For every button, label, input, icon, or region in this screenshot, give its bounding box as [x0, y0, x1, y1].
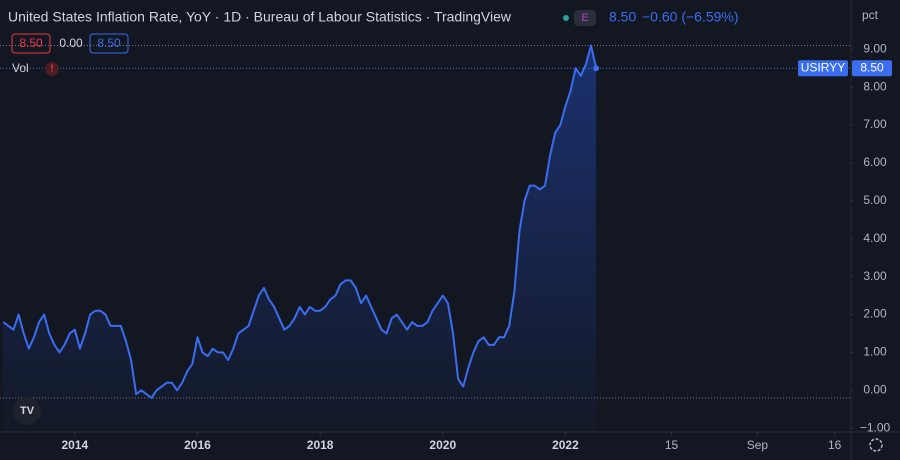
x-tick-label: 2016	[184, 438, 211, 452]
line	[2, 44, 598, 399]
logo[interactable]	[13, 397, 41, 425]
y-tick-label: 4.00	[863, 231, 887, 245]
y-tick-label: 3.00	[863, 269, 887, 283]
value-box	[11, 33, 51, 54]
plot	[0, 44, 850, 432]
status-dot	[563, 15, 569, 21]
y-tick-label: 2.00	[863, 307, 887, 321]
area	[3, 45, 597, 432]
vol-label: Vol	[12, 61, 29, 75]
y-tick-label: −1.00	[860, 420, 891, 434]
last-point	[593, 65, 600, 72]
value-box-text: 8.50	[97, 36, 121, 50]
x-tick-label: 2018	[307, 438, 334, 452]
warning-mark: !	[50, 64, 53, 75]
y-tick-label: 0.00	[863, 382, 887, 396]
y-tick-label: 9.00	[863, 41, 887, 55]
y-tick-label: 8.00	[863, 79, 887, 93]
unit-label: pct	[862, 8, 879, 22]
price-tag-label: 8.50	[860, 60, 884, 74]
symbol-tag	[798, 60, 848, 77]
x-tick-label: 15	[665, 438, 679, 452]
value-text: 0.00	[59, 36, 83, 50]
event-badge: E	[581, 12, 588, 24]
y-tick-label: 7.00	[863, 117, 887, 131]
change: −0.60 (−6.59%)	[642, 9, 739, 25]
value-box-text: 8.50	[19, 36, 43, 50]
y-tick-label: 6.00	[863, 155, 887, 169]
x-tick-label: Sep	[747, 438, 769, 452]
logo-mark: TV	[20, 405, 35, 417]
x-tick-label: 16	[828, 438, 842, 452]
y-tick-label: 1.00	[863, 345, 887, 359]
x-tick-label: 2014	[61, 438, 88, 452]
price-tag	[852, 60, 892, 77]
badge	[574, 10, 596, 26]
settings-icon[interactable]	[869, 438, 883, 452]
last-value: 8.50	[609, 9, 636, 25]
warning-icon[interactable]	[45, 62, 59, 76]
value-box	[89, 33, 129, 54]
chart-title: United States Inflation Rate, YoY · 1D ·…	[8, 9, 512, 25]
y-tick-label: 5.00	[863, 193, 887, 207]
x-tick-label: 2022	[552, 438, 579, 452]
symbol-label: USIRYY	[801, 60, 845, 74]
x-tick-label: 2020	[429, 438, 456, 452]
